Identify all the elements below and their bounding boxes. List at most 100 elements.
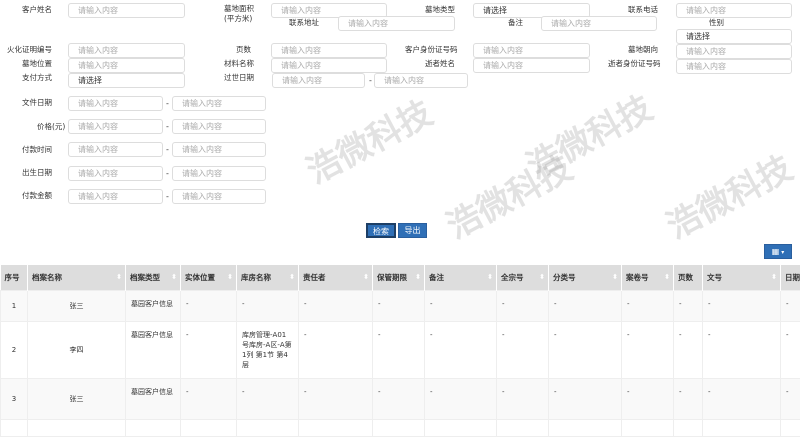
table-cell: -: [181, 290, 237, 321]
sort-icon[interactable]: ⬍: [289, 273, 295, 281]
column-header-label: 分类号: [553, 273, 576, 282]
birth-date-end-input[interactable]: 请输入内容: [172, 166, 266, 181]
table-cell: -: [703, 321, 781, 378]
remark-input[interactable]: 请输入内容: [541, 16, 657, 31]
birth-date-start-input[interactable]: 请输入内容: [68, 166, 163, 181]
gender-select[interactable]: 请选择: [676, 29, 792, 44]
table-cell: 3: [1, 378, 28, 419]
phone-input[interactable]: 请输入内容: [676, 3, 792, 18]
column-header[interactable]: 责任者 ⬍: [299, 265, 373, 290]
table-cell: -: [373, 290, 425, 321]
payment-method-select[interactable]: 请选择: [68, 73, 185, 88]
address-input[interactable]: 请输入内容: [338, 16, 455, 31]
table-cell: -: [622, 378, 674, 419]
column-header[interactable]: 页数: [674, 265, 703, 290]
sort-icon[interactable]: ⬍: [539, 273, 545, 281]
watermark: 浩微科技: [436, 141, 579, 248]
column-header[interactable]: 档案名称⬍: [28, 265, 126, 290]
table-cell: -: [425, 290, 497, 321]
table-cell: -: [549, 378, 622, 419]
column-header[interactable]: 备注⬍: [425, 265, 497, 290]
table-cell: -: [181, 378, 237, 419]
table-cell: -: [497, 290, 549, 321]
search-button[interactable]: 检索: [366, 223, 396, 238]
plot-direction-input[interactable]: 请输入内容: [676, 44, 792, 59]
label-price: 价格(元): [37, 122, 65, 132]
label-birth-date: 出生日期: [22, 168, 52, 178]
payment-time-start-input[interactable]: 请输入内容: [68, 142, 163, 157]
payment-amount-min-input[interactable]: 请输入内容: [68, 189, 163, 204]
label-plot-area: 墓地面积: [224, 4, 254, 14]
column-header-label: 全宗号: [501, 273, 524, 282]
pages-input[interactable]: 请输入内容: [271, 43, 387, 58]
sort-icon[interactable]: ⬍: [771, 273, 777, 281]
column-header[interactable]: 分类号 ⬍: [549, 265, 622, 290]
column-header[interactable]: 保管期限⬍: [373, 265, 425, 290]
sort-icon[interactable]: ⬍: [612, 273, 618, 281]
export-button[interactable]: 导出: [398, 223, 427, 238]
death-date-start-input[interactable]: 请输入内容: [272, 73, 365, 88]
table-cell: -: [181, 321, 237, 378]
table-cell: 墓园客户信息: [126, 378, 181, 419]
table-cell: -: [497, 321, 549, 378]
cremation-no-input[interactable]: 请输入内容: [68, 43, 185, 58]
column-header[interactable]: 案卷号⬍: [622, 265, 674, 290]
label-material-name: 材料名称: [224, 59, 254, 69]
deceased-id-input[interactable]: 请输入内容: [676, 59, 792, 74]
customer-id-input[interactable]: 请输入内容: [473, 43, 590, 58]
label-deceased-name: 逝者姓名: [425, 59, 455, 69]
table-cell: -: [373, 378, 425, 419]
column-header-label: 页数: [678, 273, 693, 282]
sort-icon[interactable]: ⬍: [664, 273, 670, 281]
label-payment-amount: 付款金额: [22, 191, 52, 201]
label-address: 联系地址: [289, 18, 319, 28]
table-cell: -: [299, 290, 373, 321]
customer-name-input[interactable]: 请输入内容: [68, 3, 185, 18]
column-header[interactable]: 档案类型⬍: [126, 265, 181, 290]
column-toggle-button[interactable]: ▦ ▾: [764, 244, 792, 259]
payment-time-end-input[interactable]: 请输入内容: [172, 142, 266, 157]
column-header[interactable]: 库房名称⬍: [237, 265, 299, 290]
table-cell: -: [497, 378, 549, 419]
label-phone: 联系电话: [628, 5, 658, 15]
watermark: 浩微科技: [656, 141, 799, 248]
column-header[interactable]: 全宗号 ⬍: [497, 265, 549, 290]
plot-location-input[interactable]: 请输入内容: [68, 58, 185, 73]
material-name-input[interactable]: 请输入内容: [271, 58, 387, 73]
range-separator: -: [166, 192, 169, 201]
table-cell: 墓园客户信息: [126, 321, 181, 378]
table-cell: 李四: [28, 321, 126, 378]
table-cell: -: [299, 378, 373, 419]
payment-amount-max-input[interactable]: 请输入内容: [172, 189, 266, 204]
column-header[interactable]: 文号⬍: [703, 265, 781, 290]
sort-icon[interactable]: ⬍: [227, 273, 233, 281]
deceased-name-input[interactable]: 请输入内容: [473, 58, 590, 73]
archive-table: 序号档案名称⬍档案类型⬍实体位置⬍库房名称⬍责任者⬍保管期限⬍备注⬍全宗号⬍分类…: [0, 265, 800, 437]
table-cell: 库房管理-A01号库房-A区-A第1列 第1节 第4层: [237, 321, 299, 378]
price-min-input[interactable]: 请输入内容: [68, 119, 163, 134]
column-header-label: 责任者: [303, 273, 326, 282]
sort-icon[interactable]: ⬍: [171, 273, 177, 281]
column-header-label: 日期: [785, 273, 800, 282]
column-header[interactable]: 实体位置⬍: [181, 265, 237, 290]
label-plot-area-unit: (平方米): [224, 14, 252, 24]
table-cell: -: [703, 290, 781, 321]
column-header[interactable]: 序号: [1, 265, 28, 290]
file-date-start-input[interactable]: 请输入内容: [68, 96, 163, 111]
sort-icon[interactable]: ⬍: [487, 273, 493, 281]
sort-icon[interactable]: ⬍: [116, 273, 122, 281]
file-date-end-input[interactable]: 请输入内容: [172, 96, 266, 111]
sort-icon[interactable]: ⬍: [363, 273, 369, 281]
caret-down-icon: ▾: [779, 249, 784, 256]
death-date-end-input[interactable]: 请输入内容: [374, 73, 468, 88]
sort-icon[interactable]: ⬍: [415, 273, 421, 281]
column-header[interactable]: 日期: [781, 265, 800, 290]
table-cell: -: [549, 321, 622, 378]
table-cell: -: [373, 321, 425, 378]
table-cell: -: [622, 290, 674, 321]
price-max-input[interactable]: 请输入内容: [172, 119, 266, 134]
label-remark: 备注: [508, 18, 523, 28]
